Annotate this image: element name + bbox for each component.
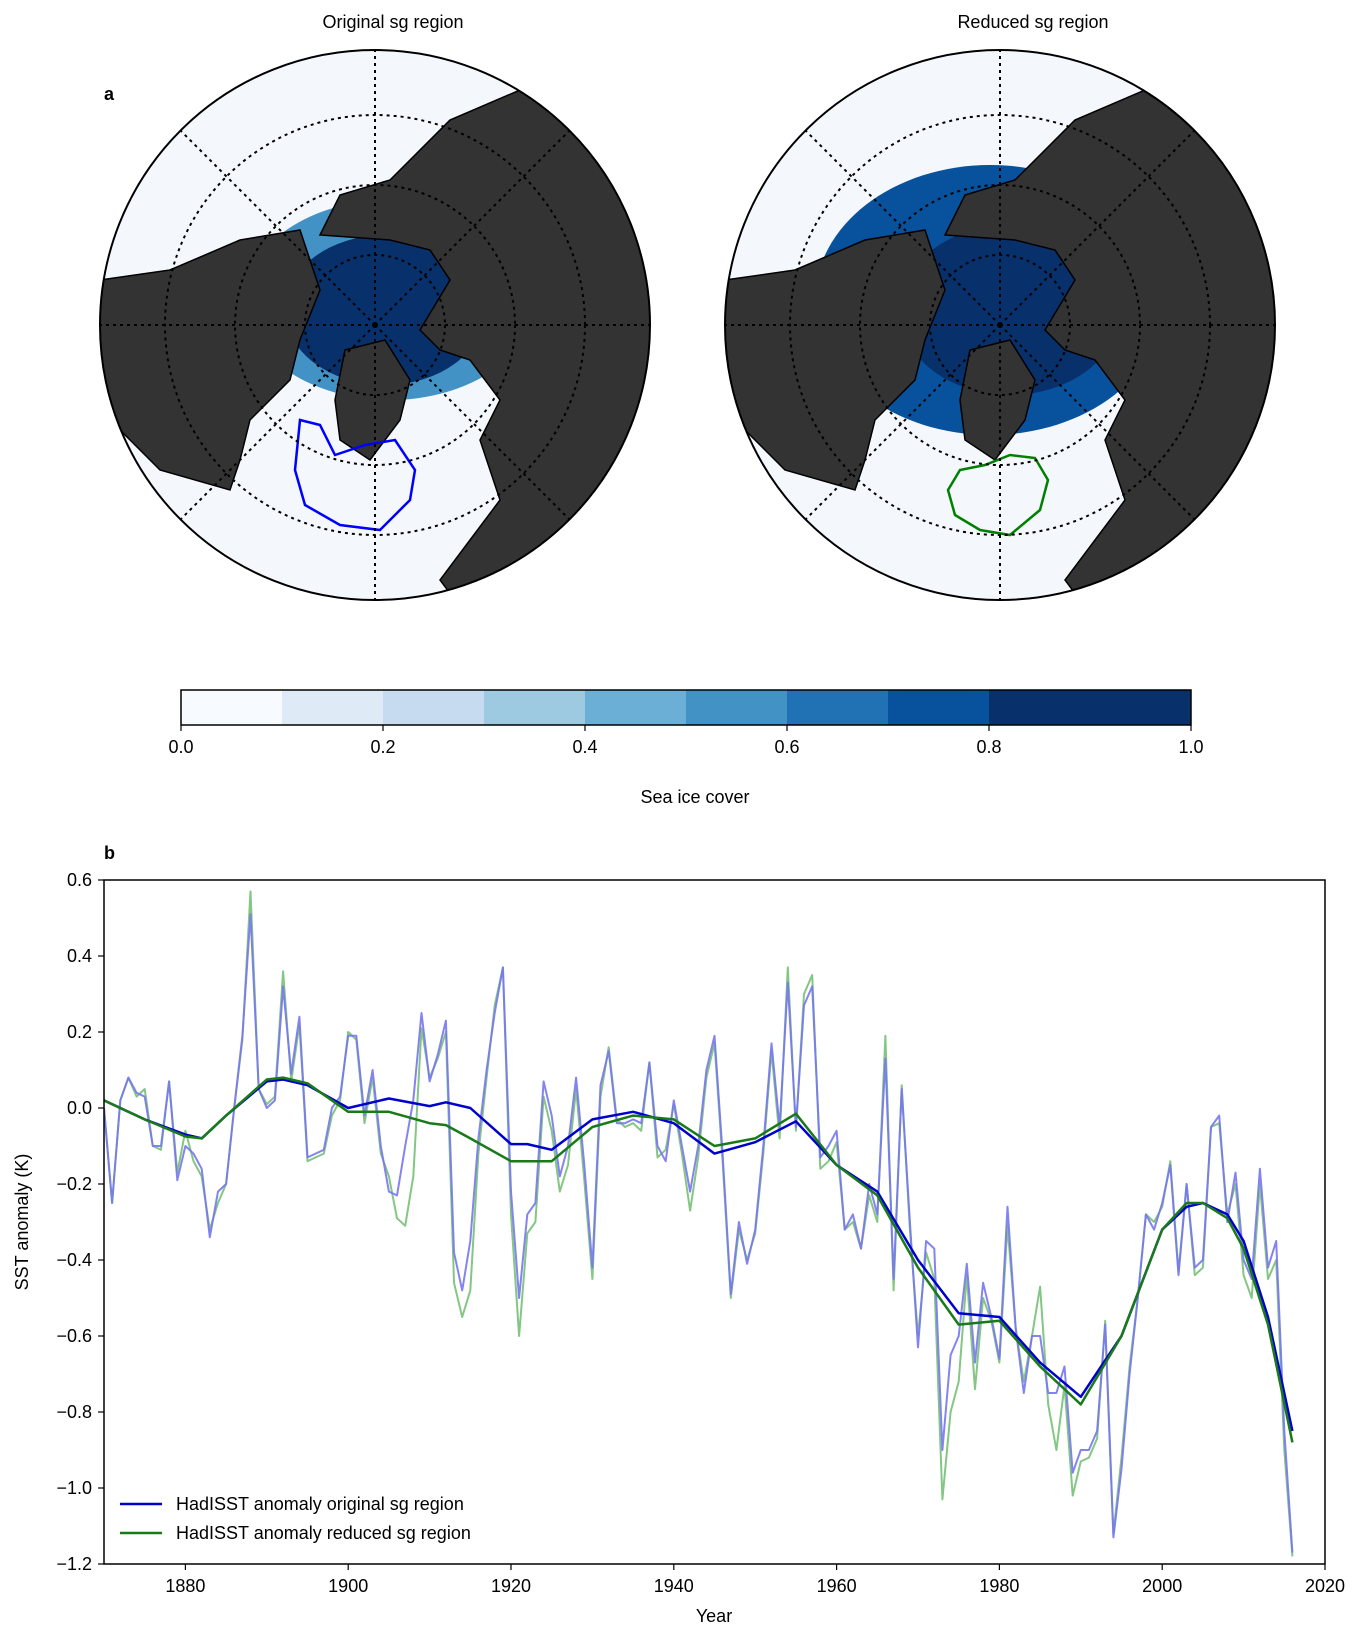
colorbar-segment: [282, 690, 384, 725]
panel-a-label: a: [104, 84, 115, 104]
colorbar-segment: [989, 690, 1091, 725]
y-tick-label: −0.4: [56, 1250, 92, 1270]
y-axis-label: SST anomaly (K): [12, 1154, 32, 1291]
x-tick-label: 1980: [979, 1576, 1019, 1596]
colorbar-tick-label: 0.8: [976, 737, 1001, 757]
colorbar-tick-label: 1.0: [1178, 737, 1203, 757]
original-sg-region: [293, 418, 417, 532]
y-tick-label: 0.0: [67, 1098, 92, 1118]
graticule: [725, 50, 1275, 600]
sea-ice-core: [285, 235, 485, 385]
colorbar-tick-label: 0.2: [370, 737, 395, 757]
land-eurasia: [943, 89, 1275, 600]
left-polar-map: [100, 50, 650, 600]
x-axis-label: Year: [696, 1606, 732, 1625]
colorbar-tick-label: 0.6: [774, 737, 799, 757]
y-tick-label: 0.6: [67, 870, 92, 890]
sea-ice-core: [900, 225, 1120, 395]
series-group: [104, 890, 1294, 1557]
colorbar-segment: [383, 690, 485, 725]
colorbar-segment: [1090, 690, 1192, 725]
colorbar-segment: [787, 690, 889, 725]
x-tick-label: 1880: [165, 1576, 205, 1596]
x-tick-label: 1900: [328, 1576, 368, 1596]
x-tick-label: 2020: [1305, 1576, 1345, 1596]
y-tick-label: −0.8: [56, 1402, 92, 1422]
y-tick-label: −0.6: [56, 1326, 92, 1346]
colorbar-tick-label: 0.4: [572, 737, 597, 757]
colorbar-segment: [888, 690, 990, 725]
colorbar: 0.0 0.2 0.4 0.6 0.8 1.0: [168, 689, 1204, 757]
x-tick-label: 2000: [1142, 1576, 1182, 1596]
legend-label-reduced: HadISST anomaly reduced sg region: [176, 1523, 471, 1543]
annual-original-line: [104, 913, 1294, 1553]
y-tick-label: −1.2: [56, 1554, 92, 1574]
x-tick-label: 1920: [491, 1576, 531, 1596]
right-map-frame: [724, 49, 1276, 601]
land-greenland: [959, 339, 1036, 462]
smoothed-original-line: [104, 1078, 1294, 1432]
colorbar-segment: [585, 690, 687, 725]
x-tick-label: 1960: [817, 1576, 857, 1596]
smoothed-reduced-line: [104, 1076, 1294, 1443]
left-map-title: Original sg region: [322, 12, 463, 32]
colorbar-label: Sea ice cover: [640, 787, 749, 807]
legend: HadISST anomaly original sg region HadIS…: [120, 1494, 471, 1543]
left-map-frame: [99, 49, 651, 601]
y-tick-label: 0.4: [67, 946, 92, 966]
colorbar-segment: [181, 690, 283, 725]
y-tick-label: −1.0: [56, 1478, 92, 1498]
colorbar-tick-label: 0.0: [168, 737, 193, 757]
plot-frame: [103, 879, 1326, 1565]
colorbar-segment: [686, 690, 788, 725]
land-greenland: [334, 339, 411, 462]
y-tick-label: −0.2: [56, 1174, 92, 1194]
legend-label-original: HadISST anomaly original sg region: [176, 1494, 464, 1514]
right-polar-map: [725, 50, 1275, 600]
colorbar-frame: [180, 689, 1192, 726]
y-tick-label: 0.2: [67, 1022, 92, 1042]
panel-b-label: b: [104, 843, 115, 863]
land-eurasia: [318, 89, 650, 600]
colorbar-segment: [484, 690, 586, 725]
x-tick-label: 1940: [654, 1576, 694, 1596]
reduced-sg-region: [946, 453, 1050, 537]
right-map-title: Reduced sg region: [957, 12, 1108, 32]
graticule: [100, 50, 650, 600]
line-chart: 0.6 0.4 0.2 0.0 −0.2 −0.4 −0.6 −0.8 −1.0 −1.2 1880…: [56, 870, 1345, 1596]
